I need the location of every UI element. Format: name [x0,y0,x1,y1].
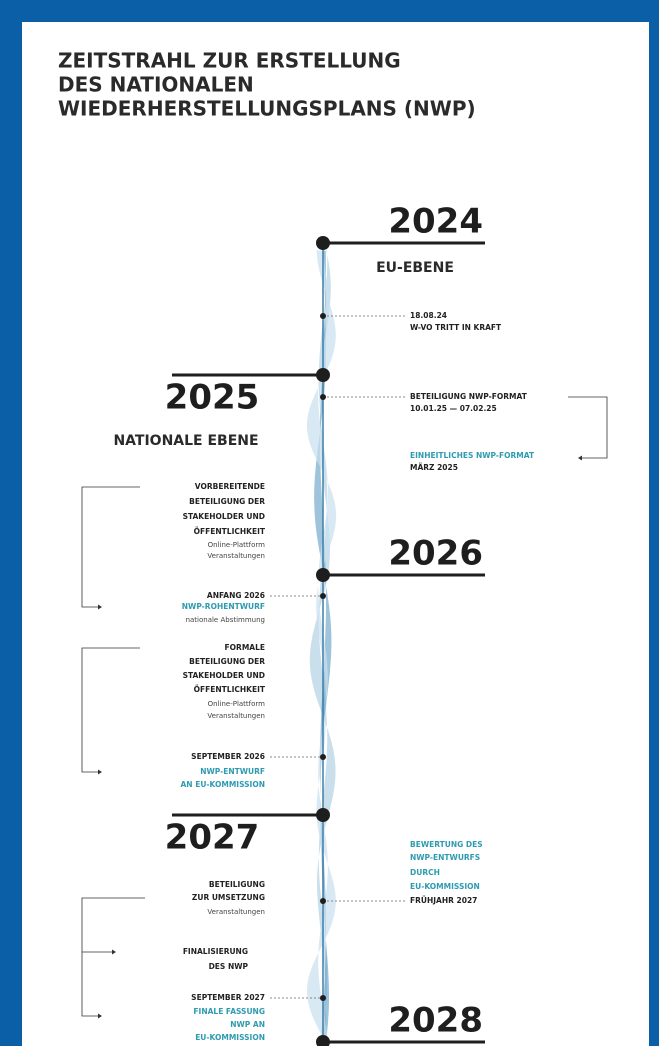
event-note: Veranstaltungen [207,908,265,916]
event-text: BEWERTUNG DES [410,840,483,849]
event-text: STAKEHOLDER UND [183,512,265,521]
level-label: EU-EBENE [376,260,454,276]
event-text: W-VO TRITT IN KRAFT [410,323,502,332]
title-line: WIEDERHERSTELLUNGSPLANS (NWP) [58,97,476,121]
event-text: NWP-ENTWURFS [410,853,480,862]
event-text: SEPTEMBER 2026 [191,752,265,761]
event-text: BETEILIGUNG NWP-FORMAT [410,392,528,401]
event-text: FORMALE [225,643,265,652]
event-dot [320,754,326,760]
title-line: ZEITSTRAHL ZUR ERSTELLUNG [58,49,401,73]
event-text: ZUR UMSETZUNG [192,893,265,902]
event-note: Veranstaltungen [207,712,265,720]
event-text: EU-KOMMISSION [195,1033,265,1042]
event-text: 18.08.24 [410,311,447,320]
event-text: DES NWP [209,962,249,971]
event-text: ÖFFENTLICHKEIT [194,685,266,694]
year-dot [316,568,330,582]
panel [22,22,649,1046]
event-dot [320,593,326,599]
event-text: DURCH [410,868,440,877]
arrow-head [98,769,102,775]
year-label: 2028 [388,1001,483,1041]
year-dot [316,1035,330,1046]
bracket [81,486,140,608]
event-text: ANFANG 2026 [207,591,265,600]
event-text: NWP-ROHENTWURF [182,602,265,611]
level-label: NATIONALE EBENE [113,433,258,449]
arrow-head [98,1013,102,1019]
title-line: DES NATIONALEN [58,73,254,97]
event-text: ÖFFENTLICHKEIT [194,527,266,536]
event-dot [320,394,326,400]
arrow-head [98,604,102,610]
event-text: FINALISIERUNG [183,947,248,956]
event-text: SEPTEMBER 2027 [191,993,265,1002]
event-note: nationale Abstimmung [186,616,265,624]
event-note: Online-Plattform [208,700,266,708]
bracket [81,647,140,773]
year-dot [316,236,330,250]
event-text: BETEILIGUNG DER [189,497,265,506]
ribbon [307,250,337,1046]
arrow-head [112,949,116,955]
bracket [81,897,145,1017]
event-text: FINALE FASSUNG [193,1007,265,1016]
event-text: BETEILIGUNG [209,880,265,889]
event-text: AN EU-KOMMISSION [181,780,266,789]
ribbon-wave [309,250,336,1046]
event-text: STAKEHOLDER UND [183,671,265,680]
event-text: NWP-ENTWURF [200,767,265,776]
event-text: EINHEITLICHES NWP-FORMAT [410,451,535,460]
event-text: MÄRZ 2025 [410,463,458,472]
event-dot [320,995,326,1001]
year-label: 2025 [165,378,260,418]
event-text: EU-KOMMISSION [410,882,480,891]
event-note: Veranstaltungen [207,552,265,560]
year-dot [316,808,330,822]
event-text: NWP AN [230,1020,265,1029]
arrow-head [578,455,582,461]
event-text: 10.01.25 — 07.02.25 [410,404,497,413]
year-label: 2026 [388,534,483,574]
ribbon-wave [307,250,337,1046]
event-dot [320,898,326,904]
bracket [568,396,608,459]
event-text: VORBEREITENDE [195,482,265,491]
event-note: Online-Plattform [208,541,266,549]
year-dot [316,368,330,382]
year-label: 2027 [165,818,260,858]
event-dot [320,313,326,319]
event-text: BETEILIGUNG DER [189,657,265,666]
year-label: 2024 [388,202,483,242]
event-text: FRÜHJAHR 2027 [410,896,477,905]
